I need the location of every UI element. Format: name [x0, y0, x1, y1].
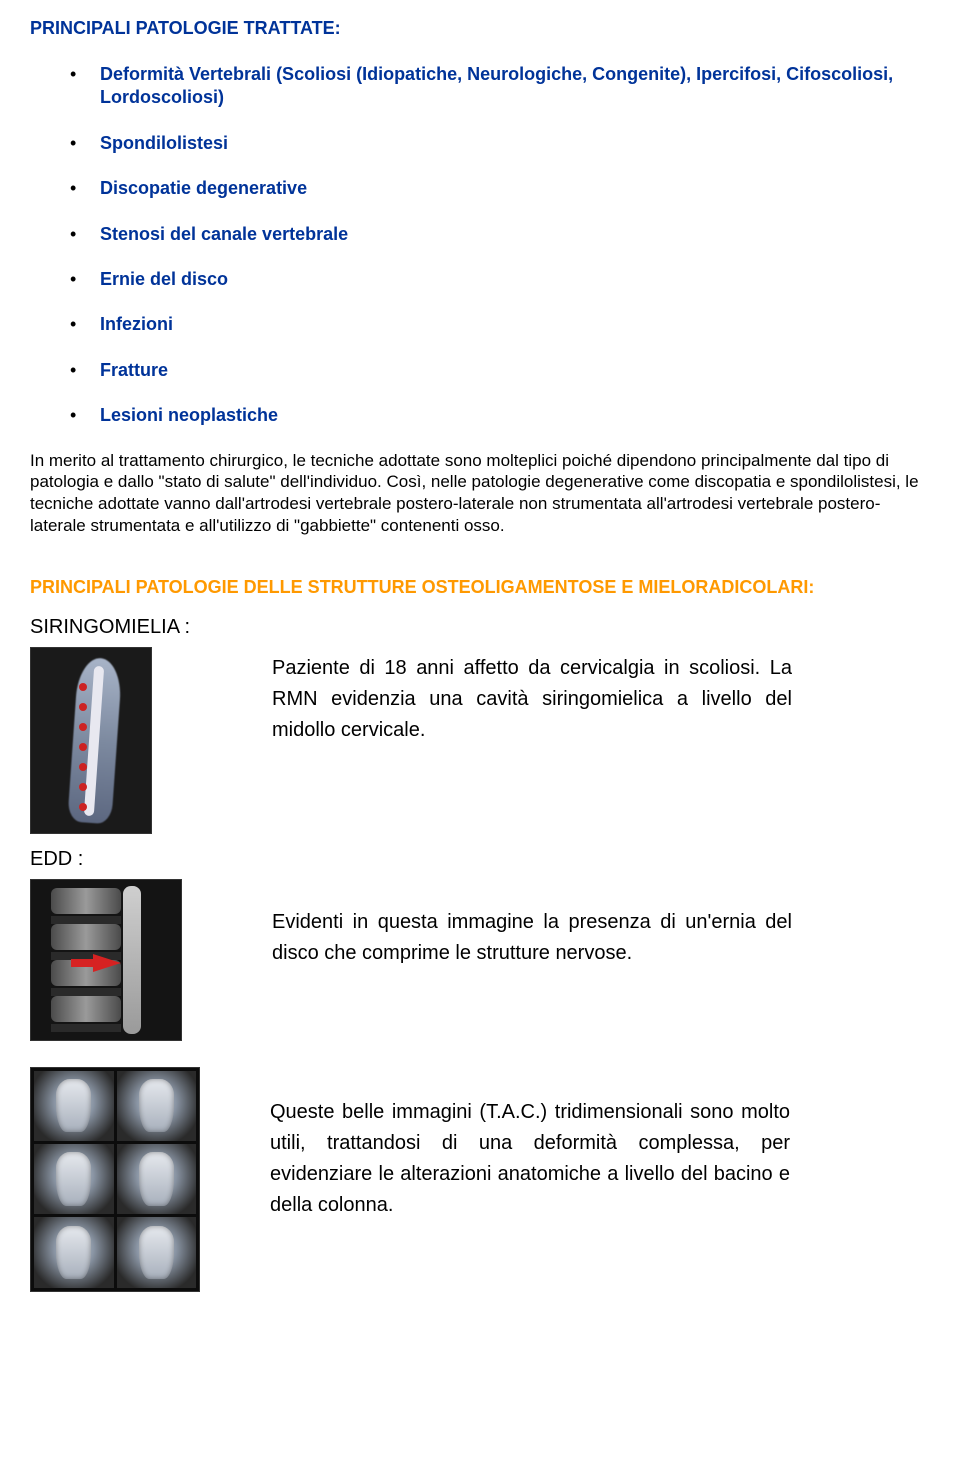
document-page: PRINCIPALI PATOLOGIE TRATTATE: Deformità… — [0, 0, 960, 1332]
marker-dot-icon — [79, 803, 87, 811]
ct-cell — [34, 1144, 114, 1214]
vertebra-shape — [51, 888, 121, 914]
mri-lumbar-hernia-image — [30, 879, 182, 1041]
marker-dot-icon — [79, 783, 87, 791]
marker-dot-icon — [79, 743, 87, 751]
bone-shape — [56, 1152, 91, 1205]
list-item: Fratture — [70, 359, 930, 382]
bone-shape — [139, 1226, 174, 1279]
marker-dot-icon — [79, 723, 87, 731]
ct-cell — [34, 1217, 114, 1287]
figure-row-ct: Queste belle immagini (T.A.C.) tridimens… — [30, 1067, 930, 1292]
list-item: Ernie del disco — [70, 268, 930, 291]
arrow-icon — [93, 954, 121, 972]
bone-shape — [139, 1152, 174, 1205]
vertebra-shape — [51, 996, 121, 1022]
pathology-list: Deformità Vertebrali (Scoliosi (Idiopati… — [30, 63, 930, 428]
vertebra-shape — [51, 924, 121, 950]
disc-shape — [51, 988, 121, 996]
figure-caption: Paziente di 18 anni affetto da cervicalg… — [272, 647, 792, 746]
marker-dot-icon — [79, 683, 87, 691]
list-item: Stenosi del canale vertebrale — [70, 223, 930, 246]
figure-caption: Evidenti in questa immagine la presenza … — [272, 879, 792, 969]
ct-cell — [117, 1071, 197, 1141]
marker-dot-icon — [79, 763, 87, 771]
figure-label-siringomielia: SIRINGOMIELIA : — [30, 616, 930, 639]
ct-cell — [34, 1071, 114, 1141]
list-item: Discopatie degenerative — [70, 177, 930, 200]
list-item: Lesioni neoplastiche — [70, 404, 930, 427]
mri-cervical-spine-image — [30, 647, 152, 834]
list-item: Infezioni — [70, 313, 930, 336]
marker-dot-icon — [79, 703, 87, 711]
figure-row-siringomielia: Paziente di 18 anni affetto da cervicalg… — [30, 647, 930, 834]
disc-shape — [51, 916, 121, 924]
treatment-paragraph: In merito al trattamento chirurgico, le … — [30, 450, 930, 537]
main-heading: PRINCIPALI PATOLOGIE TRATTATE: — [30, 18, 930, 39]
ct-cell — [117, 1144, 197, 1214]
disc-shape — [51, 1024, 121, 1032]
spinal-canal-shape — [123, 886, 141, 1034]
bone-shape — [56, 1226, 91, 1279]
list-item: Spondilolistesi — [70, 132, 930, 155]
list-item: Deformità Vertebrali (Scoliosi (Idiopati… — [70, 63, 930, 110]
figure-label-edd: EDD : — [30, 848, 930, 871]
section-heading: PRINCIPALI PATOLOGIE DELLE STRUTTURE OST… — [30, 577, 930, 598]
figure-row-edd: Evidenti in questa immagine la presenza … — [30, 879, 930, 1041]
ct-cell — [117, 1217, 197, 1287]
figure-caption: Queste belle immagini (T.A.C.) tridimens… — [270, 1067, 790, 1221]
ct-3d-pelvis-grid-image — [30, 1067, 200, 1292]
bone-shape — [139, 1079, 174, 1132]
bone-shape — [56, 1079, 91, 1132]
